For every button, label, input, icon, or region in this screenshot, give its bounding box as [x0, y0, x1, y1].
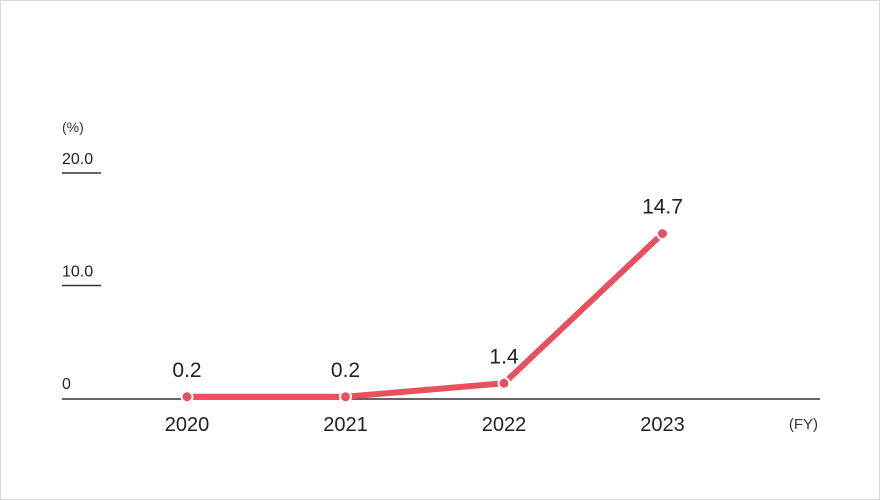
- data-point-2023: [656, 227, 669, 241]
- data-point-2022: [497, 376, 511, 390]
- data-point-2020: [180, 390, 194, 404]
- data-label-2020: 0.2: [172, 359, 201, 382]
- y-axis-ticks: 0 10.0 20.0: [62, 151, 101, 393]
- x-tick-label-2021: 2021: [323, 414, 368, 436]
- x-axis-unit-label: (FY): [789, 416, 818, 433]
- x-tick-label-2022: 2022: [482, 414, 527, 436]
- x-tick-label-2023: 2023: [640, 414, 685, 436]
- y-axis-unit-label: (%): [62, 119, 84, 135]
- series-layer: 0.2 0.2 1.4 14.7: [172, 196, 683, 404]
- y-tick-label-10-0: 10.0: [62, 264, 93, 281]
- data-label-2023: 14.7: [642, 196, 683, 219]
- data-label-2022: 1.4: [489, 345, 519, 368]
- data-label-2021: 0.2: [331, 359, 360, 382]
- x-axis-ticks: 2020 2021 2022 2023: [165, 414, 685, 436]
- y-tick-label-0: 0: [62, 376, 71, 393]
- x-tick-label-2020: 2020: [165, 414, 210, 436]
- data-point-2021: [339, 390, 352, 404]
- y-tick-label-20-0: 20.0: [62, 151, 93, 168]
- series-line: [184, 230, 666, 400]
